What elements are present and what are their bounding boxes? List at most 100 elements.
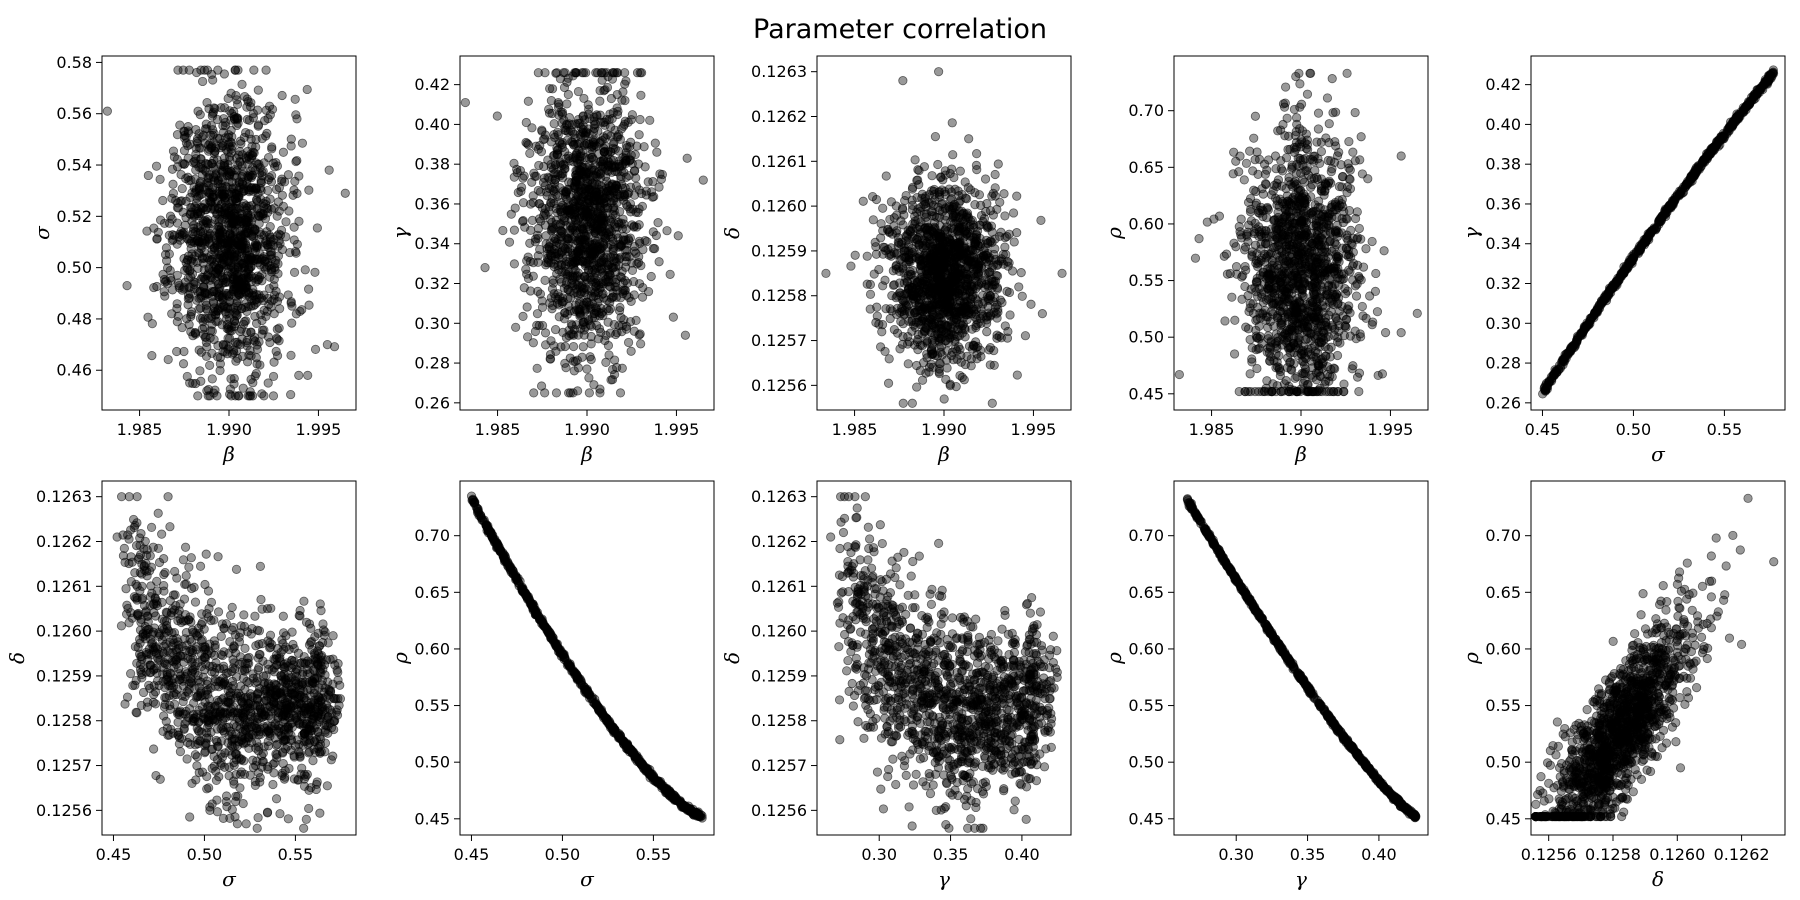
data-point <box>617 266 627 276</box>
data-point <box>1354 386 1364 397</box>
x-tick-label: 1.985 <box>475 420 521 439</box>
data-point <box>215 365 225 376</box>
data-point <box>193 391 203 401</box>
data-point <box>213 203 223 213</box>
data-point <box>590 288 600 298</box>
data-point <box>263 378 273 388</box>
data-point <box>920 303 931 313</box>
data-point <box>528 197 538 208</box>
data-point <box>1000 211 1010 221</box>
data-point <box>269 234 279 245</box>
data-point <box>982 199 992 209</box>
data-point <box>511 322 521 332</box>
data-point <box>582 297 592 307</box>
data-point <box>563 89 573 100</box>
data-point <box>575 309 585 319</box>
data-point <box>575 274 586 284</box>
data-point <box>220 121 231 131</box>
data-point <box>253 210 263 220</box>
data-point <box>236 238 246 248</box>
data-point <box>192 193 202 203</box>
data-point <box>910 271 920 281</box>
data-point <box>196 376 206 386</box>
data-point <box>982 311 993 321</box>
data-point <box>903 359 913 369</box>
data-point <box>1231 242 1241 252</box>
data-point <box>226 88 236 98</box>
data-point <box>289 222 299 232</box>
data-point <box>518 311 528 321</box>
data-point <box>654 257 664 267</box>
data-point <box>509 158 519 168</box>
data-point <box>912 382 922 392</box>
data-point <box>586 354 596 365</box>
data-point <box>996 254 1007 264</box>
data-point <box>163 263 173 273</box>
data-point <box>286 141 296 151</box>
data-point <box>992 282 1002 293</box>
data-point <box>230 164 240 175</box>
data-point <box>246 173 256 183</box>
data-point <box>846 261 856 271</box>
scatter-points <box>460 68 708 398</box>
data-point <box>217 234 227 244</box>
data-point <box>886 197 896 207</box>
data-point <box>936 242 946 252</box>
y-tick-label: 0.1261 <box>751 152 807 171</box>
data-point <box>1012 228 1022 238</box>
data-point <box>1016 268 1026 278</box>
data-point <box>536 216 546 226</box>
data-point <box>238 258 248 269</box>
data-point <box>936 232 947 243</box>
data-point <box>248 108 258 119</box>
data-point <box>595 388 605 398</box>
data-point <box>960 177 970 187</box>
data-point <box>884 354 894 364</box>
data-point <box>283 290 293 300</box>
data-point <box>201 119 211 129</box>
data-point <box>903 229 913 239</box>
data-point <box>862 279 872 289</box>
y-tick-label: 0.38 <box>414 155 450 174</box>
data-point <box>588 137 599 148</box>
data-point <box>179 254 189 264</box>
data-point <box>571 195 581 205</box>
data-point <box>976 239 986 249</box>
data-point <box>609 319 619 330</box>
data-point <box>919 235 929 245</box>
data-point <box>985 343 996 353</box>
data-point <box>874 264 884 275</box>
data-point <box>234 391 244 401</box>
data-point <box>167 164 178 174</box>
y-tick-label: 0.36 <box>414 194 450 213</box>
data-point <box>914 285 924 295</box>
data-point <box>930 336 940 346</box>
y-axis-label: σ <box>30 225 54 240</box>
data-point <box>186 309 196 319</box>
data-point <box>184 175 194 186</box>
data-point <box>509 259 519 269</box>
data-point <box>192 134 203 144</box>
data-point <box>172 218 182 228</box>
data-point <box>862 251 872 261</box>
data-point <box>270 265 280 275</box>
data-point <box>535 187 546 197</box>
data-point <box>930 132 941 142</box>
data-point <box>634 130 644 140</box>
data-point <box>304 185 314 195</box>
data-point <box>161 276 171 286</box>
data-point <box>231 91 241 101</box>
data-point <box>191 165 201 175</box>
data-point <box>229 316 239 326</box>
data-point <box>940 204 950 214</box>
data-point <box>950 184 960 194</box>
data-point <box>251 183 261 193</box>
data-point <box>195 366 205 376</box>
data-point <box>576 132 586 142</box>
data-point <box>951 382 961 392</box>
data-point <box>263 113 273 124</box>
data-point <box>973 318 983 329</box>
data-point <box>176 170 186 180</box>
data-point <box>249 65 259 75</box>
x-tick-label: 1.995 <box>296 420 342 439</box>
